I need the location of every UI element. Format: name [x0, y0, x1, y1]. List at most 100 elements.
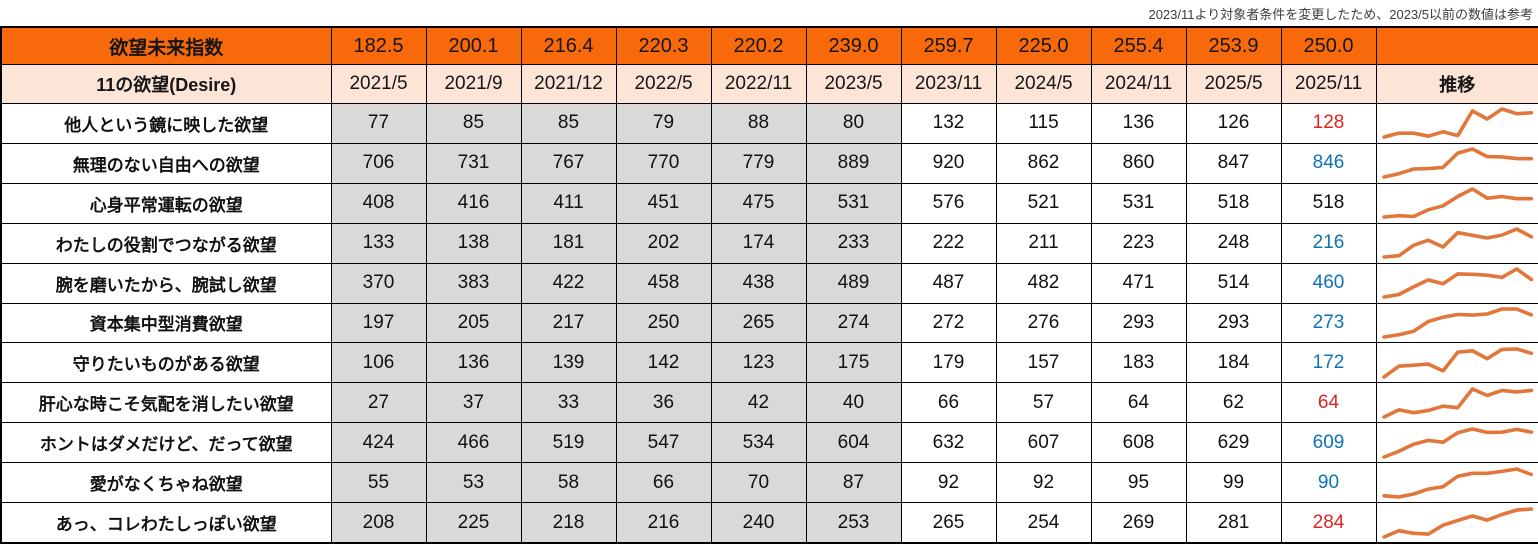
period-header-cell: 2021/5 [330, 64, 427, 104]
value-cell: 62 [1185, 382, 1282, 424]
table-row: ホントはダメだけど、だって欲望 424 466 519 547 534 604 632 607 6… [0, 422, 1538, 464]
value-cell: 531 [805, 182, 902, 224]
value-cell: 95 [1090, 462, 1187, 504]
period-header-cell: 2023/11 [900, 64, 997, 104]
period-header-cell: 2022/11 [710, 64, 807, 104]
value-cell: 218 [520, 502, 617, 544]
value-cell: 99 [1185, 462, 1282, 504]
value-cell: 123 [710, 342, 807, 384]
value-cell: 133 [330, 222, 427, 264]
value-cell: 92 [995, 462, 1092, 504]
value-cell: 609 [1280, 422, 1377, 464]
value-cell: 608 [1090, 422, 1187, 464]
table-row: 肝心な時こそ気配を消したい欲望 27 37 33 36 42 40 66 57 64 62 64 [0, 382, 1538, 424]
value-cell: 416 [425, 182, 522, 224]
table-title: 欲望未来指数 [0, 26, 332, 65]
index-value-cell: 259.7 [900, 26, 997, 65]
value-cell: 889 [805, 142, 902, 184]
value-cell: 211 [995, 222, 1092, 264]
value-cell: 64 [1280, 382, 1377, 424]
value-cell: 629 [1185, 422, 1282, 464]
value-cell: 632 [900, 422, 997, 464]
trend-cell [1375, 182, 1538, 224]
value-cell: 489 [805, 262, 902, 304]
value-cell: 471 [1090, 262, 1187, 304]
value-cell: 482 [995, 262, 1092, 304]
value-cell: 92 [900, 462, 997, 504]
value-cell: 411 [520, 182, 617, 224]
value-cell: 157 [995, 342, 1092, 384]
row-label: 資本集中型消費欲望 [0, 302, 332, 344]
trend-sparkline [1381, 426, 1533, 459]
trend-sparkline [1381, 107, 1533, 140]
period-header-cell: 2023/5 [805, 64, 902, 104]
value-cell: 767 [520, 142, 617, 184]
value-cell: 85 [520, 103, 617, 144]
value-cell: 253 [805, 502, 902, 544]
value-cell: 607 [995, 422, 1092, 464]
row-label: 愛がなくちゃね欲望 [0, 462, 332, 504]
value-cell: 115 [995, 103, 1092, 144]
value-cell: 458 [615, 262, 712, 304]
period-header-cell: 2025/5 [1185, 64, 1282, 104]
value-cell: 128 [1280, 103, 1377, 144]
value-cell: 197 [330, 302, 427, 344]
value-cell: 172 [1280, 342, 1377, 384]
note-text: 2023/11より対象者条件を変更したため、2023/5以前の数値は参考 [1148, 6, 1533, 22]
row-label: ホントはダメだけど、だって欲望 [0, 422, 332, 464]
value-cell: 487 [900, 262, 997, 304]
period-header-cell: 2021/9 [425, 64, 522, 104]
value-cell: 222 [900, 222, 997, 264]
value-cell: 55 [330, 462, 427, 504]
value-cell: 79 [615, 103, 712, 144]
value-cell: 138 [425, 222, 522, 264]
trend-sparkline [1381, 506, 1533, 539]
value-cell: 779 [710, 142, 807, 184]
value-cell: 424 [330, 422, 427, 464]
index-value-cell: 225.0 [995, 26, 1092, 65]
value-cell: 254 [995, 502, 1092, 544]
index-value-cell: 182.5 [330, 26, 427, 65]
value-cell: 217 [520, 302, 617, 344]
index-header-row: 欲望未来指数 182.5 200.1 216.4 220.3 220.2 239.0 259… [0, 26, 1538, 65]
value-cell: 521 [995, 182, 1092, 224]
index-value-cell: 239.0 [805, 26, 902, 65]
value-cell: 174 [710, 222, 807, 264]
value-cell: 269 [1090, 502, 1187, 544]
value-cell: 175 [805, 342, 902, 384]
value-cell: 518 [1185, 182, 1282, 224]
trend-cell [1375, 302, 1538, 344]
table-row: 腕を磨いたから、腕試し欲望 370 383 422 458 438 489 487 482 471… [0, 262, 1538, 304]
value-cell: 293 [1090, 302, 1187, 344]
trend-sparkline [1381, 267, 1533, 299]
value-cell: 233 [805, 222, 902, 264]
value-cell: 53 [425, 462, 522, 504]
row-label: 肝心な時こそ気配を消したい欲望 [0, 382, 332, 424]
value-cell: 106 [330, 342, 427, 384]
value-cell: 846 [1280, 142, 1377, 184]
period-header-cell: 2021/12 [520, 64, 617, 104]
value-cell: 126 [1185, 103, 1282, 144]
value-cell: 33 [520, 382, 617, 424]
value-cell: 136 [1090, 103, 1187, 144]
value-cell: 42 [710, 382, 807, 424]
value-cell: 205 [425, 302, 522, 344]
value-cell: 225 [425, 502, 522, 544]
value-cell: 66 [615, 462, 712, 504]
value-cell: 85 [425, 103, 522, 144]
value-cell: 534 [710, 422, 807, 464]
trend-cell [1375, 342, 1538, 384]
index-value-cell: 216.4 [520, 26, 617, 65]
trend-cell [1375, 422, 1538, 464]
index-value-cell: 255.4 [1090, 26, 1187, 65]
value-cell: 66 [900, 382, 997, 424]
table-row: 守りたいものがある欲望 106 136 139 142 123 175 179 157 183 18… [0, 342, 1538, 384]
index-value-cell: 220.3 [615, 26, 712, 65]
period-header-row: 11の欲望(Desire) 2021/5 2021/9 2021/12 2022/5 2… [0, 64, 1538, 104]
value-cell: 139 [520, 342, 617, 384]
value-cell: 132 [900, 103, 997, 144]
value-cell: 604 [805, 422, 902, 464]
value-cell: 460 [1280, 262, 1377, 304]
value-cell: 77 [330, 103, 427, 144]
index-value-cell: 200.1 [425, 26, 522, 65]
